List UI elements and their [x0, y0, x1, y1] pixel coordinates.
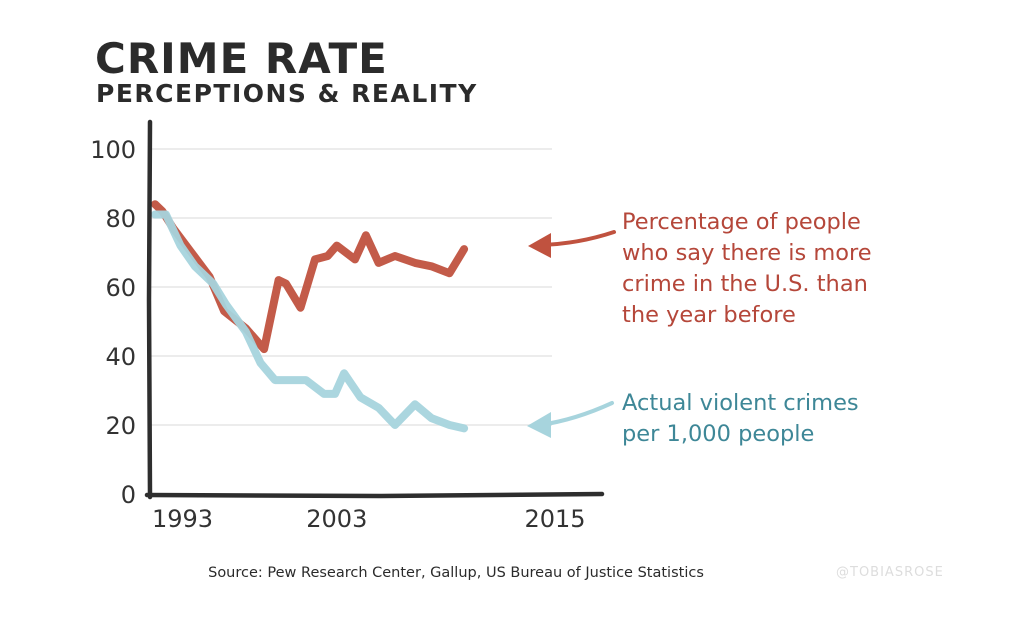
chart-title: CRIME RATE	[95, 34, 388, 83]
author-credit: @TOBIASROSE	[836, 565, 944, 580]
y-tick-label-60: 60	[105, 274, 136, 302]
axis-layer	[144, 119, 605, 500]
annotation-layer: Percentage of people who say there is mor…	[527, 209, 872, 447]
arrowhead-actual	[527, 412, 551, 438]
x-tick-label-2015: 2015	[524, 505, 585, 533]
chart-subtitle: PERCEPTIONS & REALITY	[96, 79, 478, 108]
y-tick-label-80: 80	[105, 205, 136, 233]
annotation-line: Actual violent crimes	[622, 390, 859, 416]
x-tick-label-1993: 1993	[152, 505, 213, 533]
annotation-line: per 1,000 people	[622, 421, 814, 447]
x-axis-line	[144, 491, 605, 499]
y-tick-label-0: 0	[121, 481, 136, 509]
annotation-line: crime in the U.S. than	[622, 271, 868, 297]
annotation-actual: Actual violent crimes per 1,000 people	[622, 390, 859, 447]
series-line-perception	[151, 200, 469, 354]
y-tick-label-100: 100	[90, 136, 136, 164]
annotation-line: the year before	[622, 302, 796, 328]
arrow-perception	[538, 230, 616, 247]
source-note: Source: Pew Research Center, Gallup, US …	[208, 565, 704, 581]
annotation-line: Percentage of people	[622, 209, 861, 235]
y-tick-label-40: 40	[105, 343, 136, 371]
annotation-perception: Percentage of people who say there is mor…	[622, 209, 872, 328]
x-tick-label-2003: 2003	[306, 505, 367, 533]
series-line-actual	[151, 210, 469, 433]
tick-layer: 0 20 40 60 80 100 1993 2003 2015	[90, 136, 585, 533]
grid-layer	[150, 148, 552, 426]
annotation-line: who say there is more	[622, 240, 872, 266]
series-layer	[151, 200, 469, 433]
y-axis-line	[146, 119, 153, 500]
arrowhead-perception	[528, 233, 551, 258]
y-tick-label-20: 20	[105, 412, 136, 440]
